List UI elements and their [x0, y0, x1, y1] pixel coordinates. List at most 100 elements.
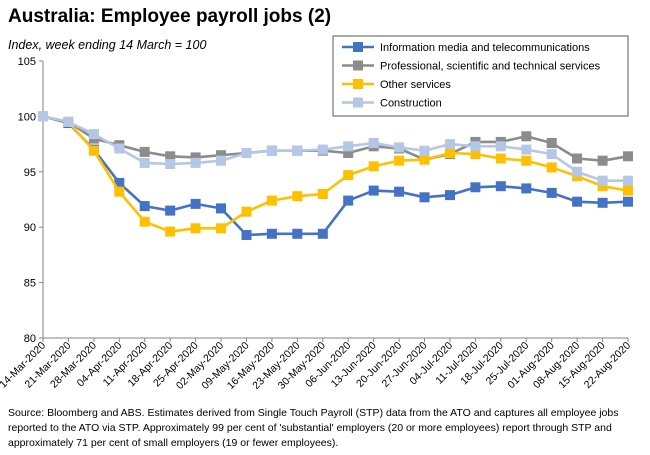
source-note: Source: Bloomberg and ABS. Estimates der… [8, 407, 619, 449]
y-tick-label: 95 [24, 167, 36, 179]
data-point [623, 175, 633, 186]
data-point [419, 192, 430, 203]
data-point [292, 191, 303, 202]
data-point [445, 190, 455, 201]
data-point [139, 157, 150, 168]
legend-box [332, 35, 629, 117]
data-point [495, 141, 506, 152]
chart-legend: Information media and telecommunications… [332, 35, 629, 117]
y-tick-label: 90 [24, 222, 36, 234]
data-point [546, 138, 557, 148]
chart-subtitle: Index, week ending 14 March = 100 [8, 38, 207, 52]
chart-title: Australia: Employee payroll jobs (2) [8, 6, 332, 27]
data-point [292, 145, 303, 156]
data-point [597, 175, 608, 186]
data-point [266, 145, 277, 156]
data-point [521, 144, 532, 155]
data-point [190, 152, 201, 163]
data-point [597, 155, 608, 166]
data-point [114, 177, 125, 188]
data-point [521, 131, 532, 142]
data-point [572, 153, 583, 164]
data-point [394, 155, 405, 166]
data-point [165, 226, 176, 237]
data-point [165, 151, 176, 162]
y-tick-label: 105 [18, 56, 36, 68]
data-point [241, 206, 252, 217]
data-point [470, 141, 481, 152]
data-point [216, 223, 226, 234]
series-line [42, 115, 629, 237]
data-point [521, 155, 532, 166]
data-point [368, 185, 379, 196]
data-point [139, 201, 150, 212]
data-point [419, 154, 430, 165]
data-point [521, 183, 532, 194]
data-point [241, 230, 252, 240]
data-point [190, 223, 201, 234]
data-point [241, 148, 252, 158]
data-point [88, 145, 99, 156]
data-point [216, 150, 226, 161]
data-point [114, 186, 125, 197]
data-point [216, 203, 226, 214]
data-point [572, 166, 583, 177]
data-point [495, 153, 506, 164]
legend-swatch-marker [353, 60, 363, 71]
data-point [597, 197, 608, 208]
data-point [317, 189, 328, 199]
data-point [343, 141, 354, 152]
series-2 [38, 111, 633, 237]
legend-entry-label: Information media and telecommunications [380, 42, 590, 54]
data-point [114, 143, 125, 154]
data-point [546, 162, 557, 173]
data-point [317, 144, 328, 155]
data-point [546, 187, 557, 198]
data-point [623, 185, 633, 196]
legend-swatch-marker [353, 79, 363, 89]
data-point [623, 196, 633, 207]
data-point [546, 149, 557, 160]
legend-entry-label: Professional, scientific and technical s… [380, 61, 601, 73]
data-point [165, 205, 176, 216]
series-3 [38, 111, 633, 186]
y-tick-label: 85 [24, 278, 36, 290]
data-point [88, 129, 99, 140]
data-point [419, 145, 430, 156]
data-point [368, 138, 379, 148]
data-point [597, 181, 608, 192]
data-point [63, 116, 74, 127]
data-point [368, 161, 379, 172]
data-point [445, 139, 455, 150]
legend-swatch-marker [353, 42, 363, 52]
series-1 [38, 111, 633, 166]
data-point [343, 148, 354, 158]
data-point [190, 198, 201, 209]
series-line [42, 115, 629, 233]
data-point [139, 216, 150, 227]
y-tick-label: 100 [18, 111, 36, 123]
data-point [572, 196, 583, 207]
data-point [343, 195, 354, 206]
data-point [470, 182, 481, 193]
data-point [623, 151, 633, 162]
data-point [394, 142, 405, 153]
data-point [266, 228, 277, 239]
data-point [343, 170, 354, 181]
data-point [394, 186, 405, 197]
data-point [216, 155, 226, 166]
data-point [38, 111, 48, 122]
data-point [495, 181, 506, 192]
data-point [292, 228, 303, 239]
data-point [445, 148, 455, 158]
data-point [317, 228, 328, 239]
y-tick-label: 80 [24, 333, 36, 345]
data-point [190, 157, 201, 168]
data-point [470, 149, 481, 160]
legend-entry-label: Construction [380, 98, 442, 110]
series-0 [38, 111, 633, 240]
data-point [139, 146, 150, 157]
legend-entry-label: Other services [380, 79, 451, 91]
legend-swatch-marker [353, 97, 363, 108]
